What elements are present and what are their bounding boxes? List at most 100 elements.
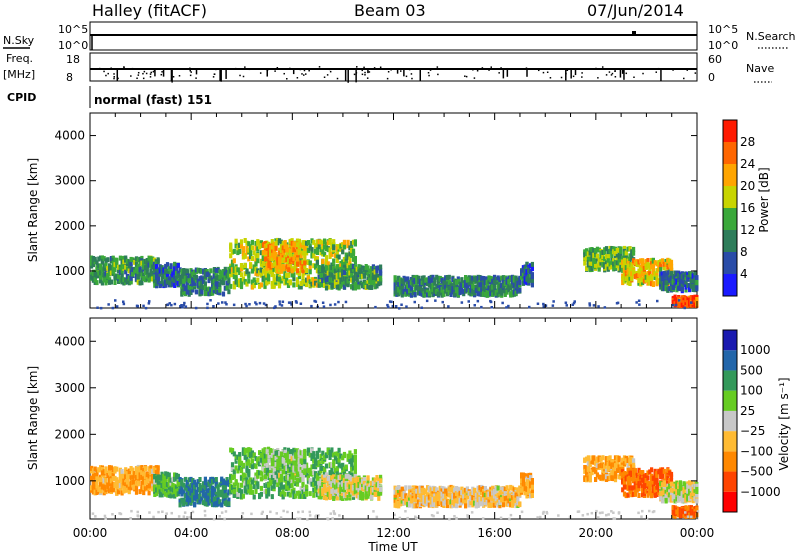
velocity-cell bbox=[174, 472, 179, 478]
velocity-cell bbox=[147, 483, 151, 489]
nsky-panel: N.Sky 10^5 10^0 10^5 10^0 N.Search bbox=[3, 21, 796, 52]
power-cell bbox=[296, 250, 300, 256]
velocity-cell bbox=[131, 467, 135, 473]
y-tick-label: 3000 bbox=[54, 174, 85, 188]
power-cell bbox=[234, 266, 238, 272]
power-cell bbox=[239, 281, 244, 287]
power-cell bbox=[435, 274, 439, 280]
power-cell bbox=[229, 283, 233, 289]
velocity-cell bbox=[328, 451, 332, 457]
power-cell bbox=[149, 268, 153, 274]
power-cell bbox=[254, 301, 257, 304]
power-cell bbox=[646, 273, 650, 279]
nave-dot bbox=[265, 68, 268, 71]
power-cell bbox=[489, 286, 493, 292]
power-cell bbox=[341, 249, 345, 255]
velocity-cell bbox=[279, 491, 283, 497]
power-cell bbox=[445, 275, 450, 280]
velocity-cell bbox=[303, 486, 307, 492]
velocity-cell bbox=[207, 495, 211, 501]
power-cell bbox=[355, 272, 359, 278]
power-cell bbox=[335, 258, 339, 264]
power-cell bbox=[250, 284, 254, 290]
velocity-cell bbox=[207, 500, 211, 506]
power-cell bbox=[297, 249, 301, 255]
power-cell bbox=[346, 278, 350, 284]
power-cell bbox=[181, 306, 184, 309]
velocity-cell bbox=[236, 468, 240, 474]
power-cell bbox=[136, 268, 140, 274]
freq-tick-high: 18 bbox=[66, 53, 80, 66]
velocity-cell bbox=[245, 466, 249, 472]
power-cell bbox=[413, 300, 416, 304]
velocity-cell bbox=[303, 494, 307, 499]
power-cell bbox=[193, 277, 197, 283]
power-cell bbox=[250, 256, 254, 261]
velocity-cell bbox=[256, 469, 260, 475]
power-cell bbox=[653, 271, 657, 277]
power-cell bbox=[675, 270, 679, 276]
power-cell bbox=[249, 250, 253, 256]
power-cell bbox=[308, 260, 312, 266]
power-cell bbox=[677, 300, 681, 306]
velocity-cell bbox=[164, 484, 168, 489]
power-cell bbox=[261, 275, 265, 281]
power-cell bbox=[371, 272, 375, 278]
nsky-label: N.Sky bbox=[3, 34, 35, 47]
power-cell bbox=[209, 299, 212, 302]
velocity-cell bbox=[127, 481, 131, 487]
power-cell bbox=[669, 263, 674, 269]
power-cell bbox=[480, 282, 484, 288]
power-cell bbox=[256, 268, 260, 274]
power-cell bbox=[480, 291, 484, 297]
power-cell bbox=[386, 303, 389, 307]
power-cell bbox=[140, 280, 144, 285]
power-cell bbox=[229, 272, 233, 278]
power-cell bbox=[601, 253, 605, 259]
power-cell bbox=[420, 291, 424, 297]
velocity-cell bbox=[212, 477, 216, 483]
velocity-cell bbox=[332, 452, 336, 458]
power-cell bbox=[286, 283, 291, 288]
power-cell bbox=[198, 281, 202, 287]
velocity-cell bbox=[232, 451, 236, 457]
nave-dot bbox=[428, 74, 430, 77]
power-cell bbox=[529, 263, 533, 269]
power-cell bbox=[480, 288, 484, 294]
power-cell bbox=[185, 268, 189, 274]
power-cell bbox=[597, 247, 601, 253]
velocity-cell bbox=[262, 461, 266, 467]
nave-dot bbox=[500, 67, 502, 69]
power-cell bbox=[323, 244, 327, 250]
power-cell bbox=[312, 239, 316, 245]
velocity-cell bbox=[154, 465, 158, 471]
velocity-cell bbox=[306, 478, 310, 484]
velocity-cell bbox=[238, 465, 242, 471]
power-cell bbox=[174, 270, 179, 276]
power-cell bbox=[617, 247, 621, 253]
power-cell bbox=[617, 260, 621, 266]
velocity-cell bbox=[279, 484, 283, 490]
power-cell bbox=[120, 256, 124, 262]
power-cell bbox=[104, 280, 108, 286]
power-cell bbox=[494, 289, 498, 295]
velocity-cell bbox=[261, 451, 265, 457]
velocity-cell bbox=[160, 483, 164, 488]
power-cell bbox=[93, 277, 97, 283]
velocity-cell bbox=[342, 469, 347, 475]
power-cell bbox=[205, 291, 209, 296]
power-cell bbox=[529, 272, 533, 278]
velocity-cell bbox=[180, 491, 184, 497]
velocity-cell bbox=[223, 480, 227, 486]
velocity-cell bbox=[90, 475, 94, 481]
power-cell bbox=[695, 286, 699, 292]
velocity-cell bbox=[191, 478, 195, 484]
power-cell bbox=[180, 268, 184, 274]
power-cell bbox=[630, 271, 634, 277]
power-cell bbox=[272, 247, 276, 253]
power-cell bbox=[267, 271, 271, 277]
power-cell bbox=[514, 275, 518, 281]
power-cell bbox=[278, 250, 282, 256]
power-cell bbox=[595, 246, 599, 252]
power-cell bbox=[527, 278, 531, 283]
